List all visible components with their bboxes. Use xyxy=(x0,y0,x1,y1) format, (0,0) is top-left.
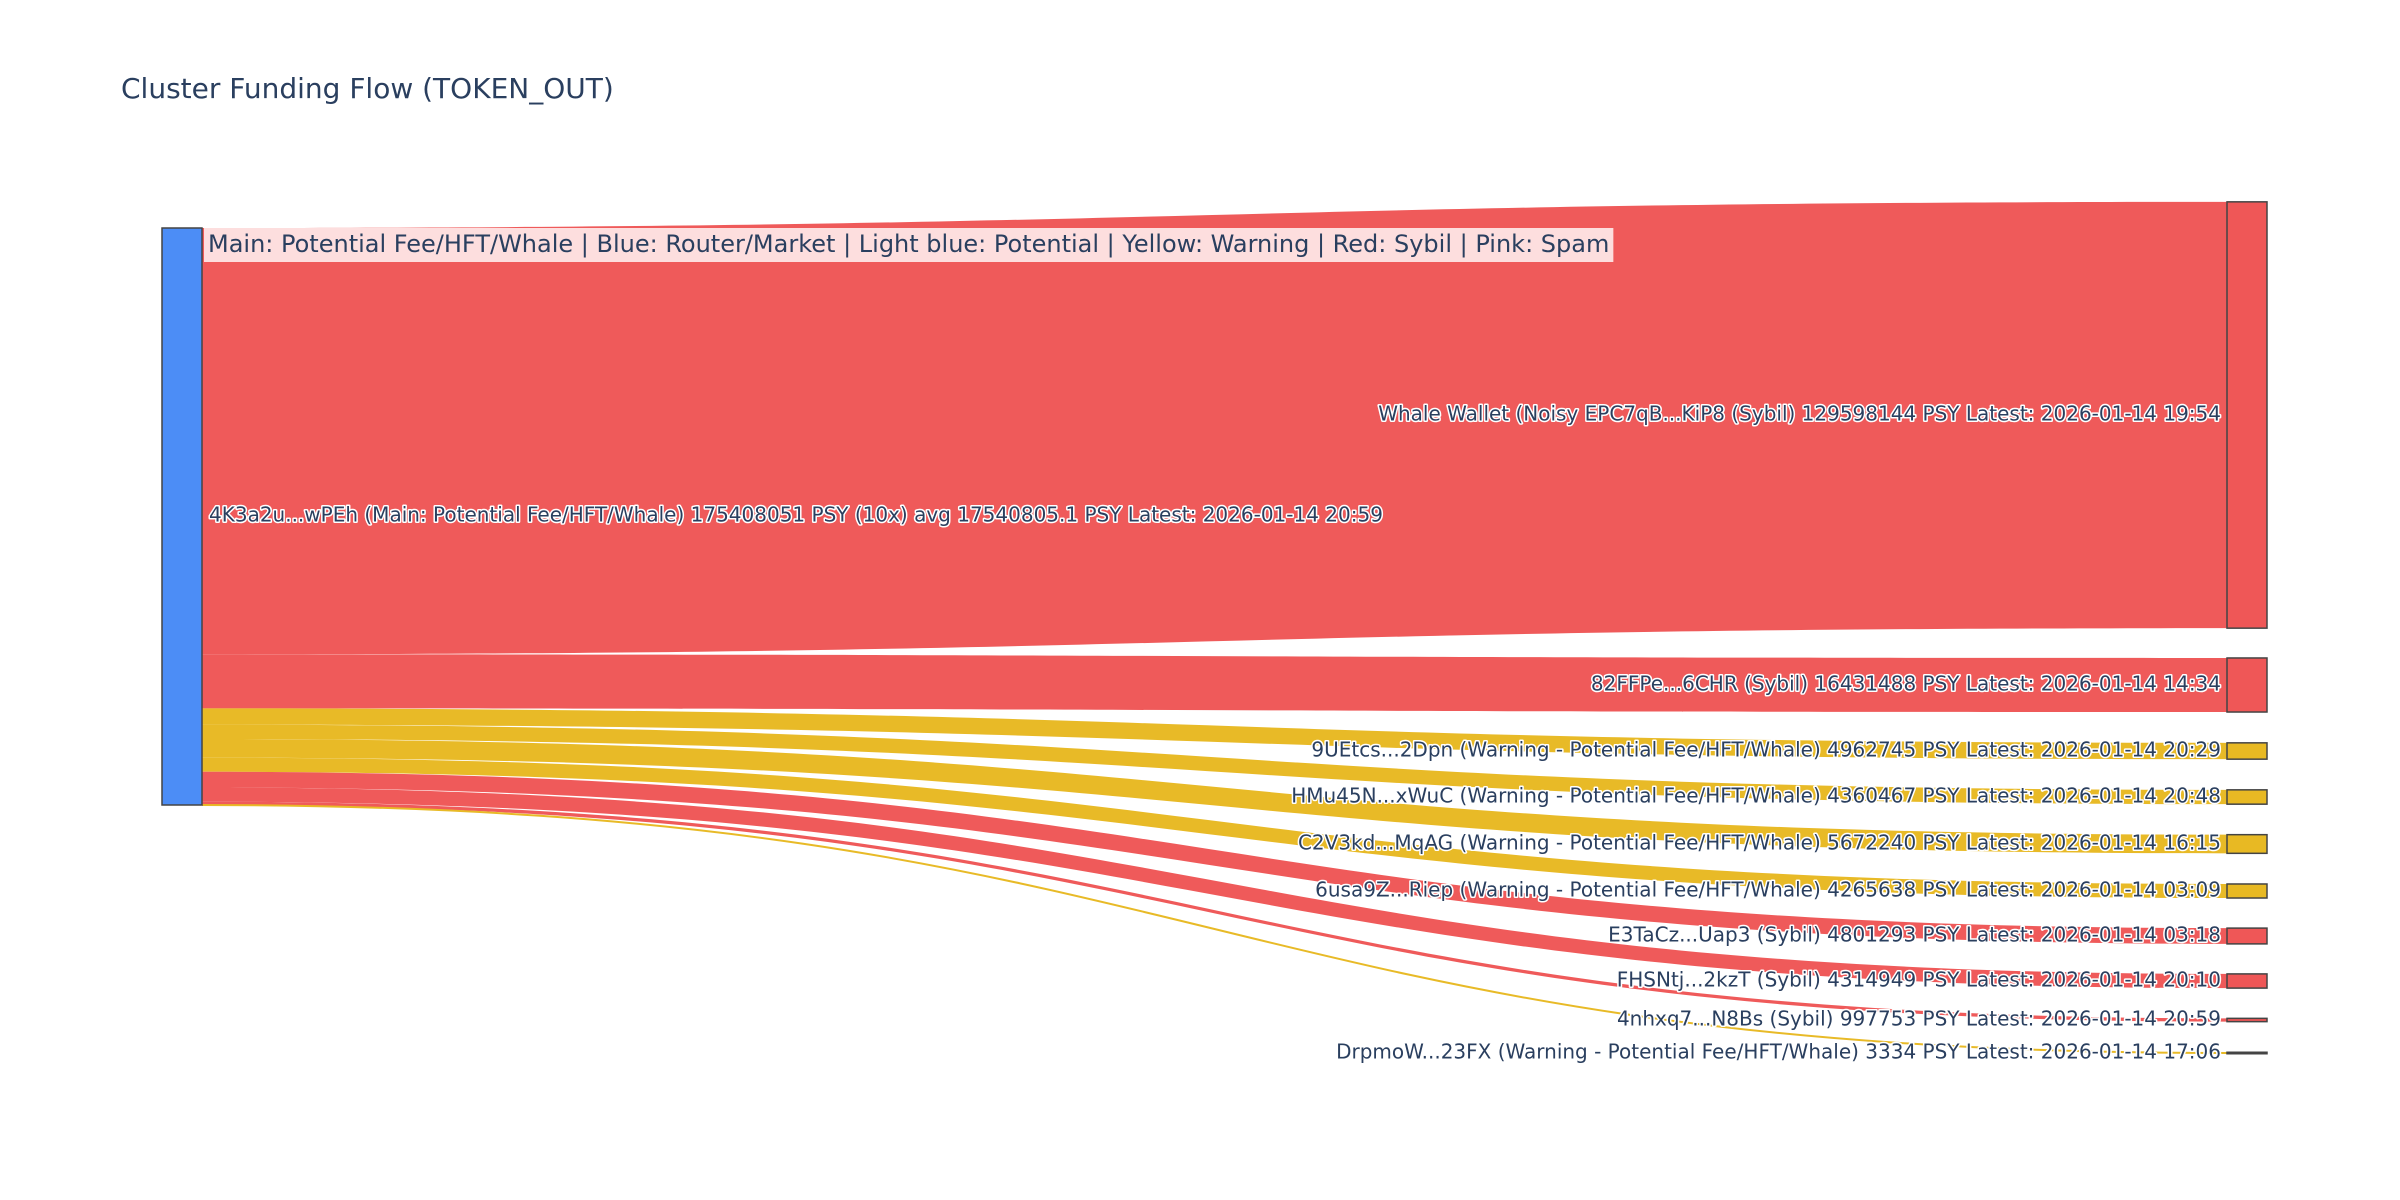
target-node xyxy=(2226,927,2268,945)
flow-link xyxy=(202,654,2227,713)
nodes-layer xyxy=(161,201,2268,1055)
target-node-label: DrpmoW...23FX (Warning - Potential Fee/H… xyxy=(1336,1040,2221,1064)
flow-link xyxy=(202,201,2227,655)
flow-link xyxy=(202,801,2227,1022)
target-node xyxy=(2226,657,2268,713)
target-node-label: 82FFPe...6CHR (Sybil) 16431488 PSY Lates… xyxy=(1591,672,2221,696)
source-node xyxy=(161,227,203,806)
flow-link xyxy=(202,739,2227,854)
legend-background xyxy=(204,228,1614,262)
target-node xyxy=(2226,833,2268,855)
chart-title: Cluster Funding Flow (TOKEN_OUT) xyxy=(121,72,614,105)
source-node-label: 4K3a2u...wPEh (Main: Potential Fee/HFT/W… xyxy=(209,503,1383,527)
links-layer xyxy=(201,201,2228,1054)
target-node xyxy=(2226,742,2268,760)
flow-link xyxy=(201,803,2228,1054)
target-node xyxy=(2226,201,2268,629)
target-node-label: 9UEtcs...2Dpn (Warning - Potential Fee/H… xyxy=(1311,738,2221,762)
target-node-label: E3TaCz...Uap3 (Sybil) 4801293 PSY Latest… xyxy=(1608,923,2221,947)
target-node-label: C2V3kd...MqAG (Warning - Potential Fee/H… xyxy=(1298,831,2221,855)
flow-link xyxy=(202,708,2227,760)
target-node-label: 4nhxq7...N8Bs (Sybil) 997753 PSY Latest:… xyxy=(1617,1007,2221,1031)
legend-text: Main: Potential Fee/HFT/Whale | Blue: Ro… xyxy=(208,230,1609,258)
target-node xyxy=(2226,973,2268,989)
target-node-label: Whale Wallet (Noisy EPC7qB...KiP8 (Sybil… xyxy=(1378,402,2221,426)
flow-link xyxy=(202,787,2227,989)
flow-link xyxy=(202,757,2227,899)
target-node xyxy=(2226,1017,2268,1023)
flow-link xyxy=(202,724,2227,805)
labels-layer: 4K3a2u...wPEh (Main: Potential Fee/HFT/W… xyxy=(208,400,2223,1065)
flow-link xyxy=(202,771,2227,944)
target-node-label: 6usa9Z...Riep (Warning - Potential Fee/H… xyxy=(1315,878,2221,902)
target-node xyxy=(2226,1051,2268,1055)
target-node-label: HMu45N...xWuC (Warning - Potential Fee/H… xyxy=(1291,784,2221,808)
target-node-label: FHSNtj...2kzT (Sybil) 4314949 PSY Latest… xyxy=(1617,968,2221,992)
target-node xyxy=(2226,789,2268,805)
legend-annotation: Main: Potential Fee/HFT/Whale | Blue: Ro… xyxy=(204,228,1614,262)
target-node xyxy=(2226,883,2268,899)
